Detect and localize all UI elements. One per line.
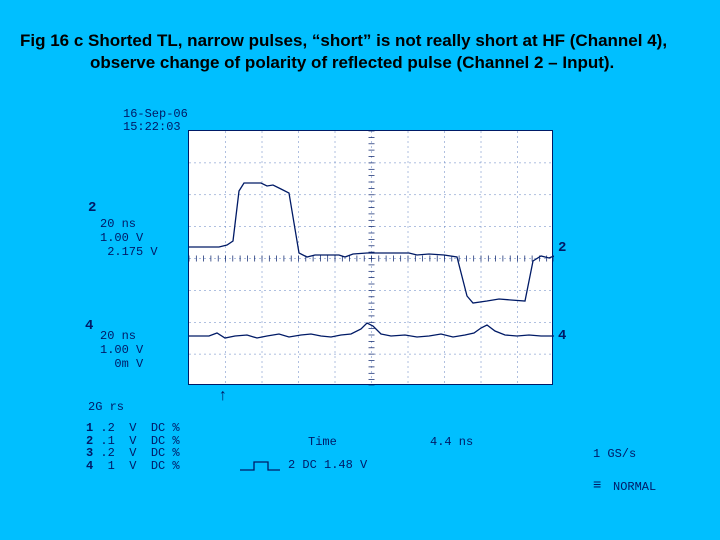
ch2-scale-info: 20 ns 1.00 V 2.175 V: [100, 218, 158, 259]
caption-line1: Fig 16 c Shorted TL, narrow pulses, “sho…: [20, 31, 667, 50]
chtbl-r4: 1 V DC %: [93, 459, 179, 473]
time-axis-value: 4.4 ns: [430, 435, 473, 449]
ch2-timebase: 20 ns: [100, 217, 136, 231]
time-text: 15:22:03: [123, 120, 181, 134]
cursor-arrow-up-icon: ↑: [218, 387, 228, 405]
ch4-marker-left: 4: [85, 318, 93, 334]
ch4-waveform: [189, 323, 554, 338]
trigger-info: 2 DC 1.48 V: [288, 458, 367, 472]
time-axis-label: Time: [308, 435, 337, 449]
trigger-mode: NORMAL: [613, 480, 656, 494]
ch4-scale-info: 20 ns 1.00 V 0m V: [100, 330, 143, 371]
ch2-offset: 2.175 V: [100, 245, 158, 259]
ch4-voltdiv: 1.00 V: [100, 343, 143, 357]
figure-caption: Fig 16 c Shorted TL, narrow pulses, “sho…: [20, 30, 700, 74]
waveform-plot: [188, 130, 553, 385]
date-text: 16-Sep-06: [123, 107, 188, 121]
caption-line2: observe change of polarity of reflected …: [20, 52, 700, 74]
oscilloscope-display: 16-Sep-06 15:22:03 2 2 20 ns 1.00 V 2.17…: [18, 100, 683, 500]
channel-settings-table: 1 .2 V DC % 2 .1 V DC % 3 .2 V DC % 4 1 …: [86, 422, 180, 472]
ch4-marker-right: 4: [558, 328, 566, 344]
capture-timestamp: 16-Sep-06 15:22:03: [123, 108, 188, 134]
sample-rate-right: 1 GS/s: [593, 447, 636, 461]
ch4-timebase: 20 ns: [100, 329, 136, 343]
ch2-voltdiv: 1.00 V: [100, 231, 143, 245]
trigger-level-icon: [238, 458, 282, 474]
ch2-marker-right: 2: [558, 240, 566, 256]
sample-rate-left: 2G rs: [88, 400, 124, 414]
plot-svg: [189, 131, 554, 386]
ch2-marker-left: 2: [88, 200, 96, 216]
mode-marker-icon: ≡: [593, 478, 601, 494]
ch4-offset: 0m V: [100, 357, 143, 371]
